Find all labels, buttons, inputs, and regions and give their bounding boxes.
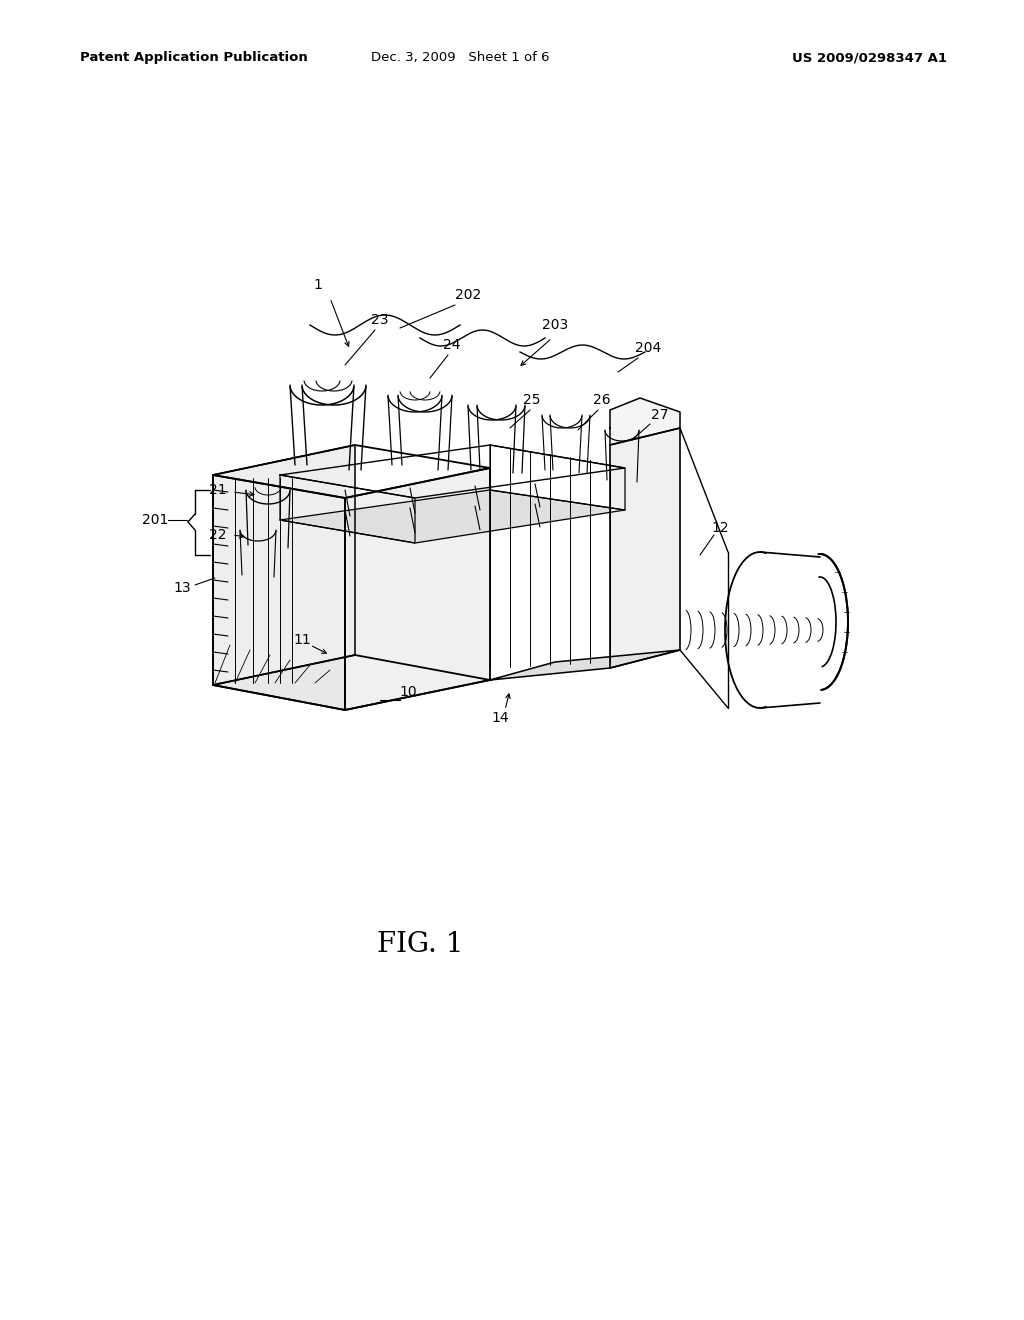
Polygon shape bbox=[345, 469, 490, 710]
Text: 26: 26 bbox=[593, 393, 610, 407]
Text: 12: 12 bbox=[712, 521, 729, 535]
Polygon shape bbox=[490, 649, 680, 680]
Text: 13: 13 bbox=[173, 581, 190, 595]
Polygon shape bbox=[213, 655, 490, 710]
Text: 201: 201 bbox=[141, 513, 168, 527]
Text: FIG. 1: FIG. 1 bbox=[377, 932, 463, 958]
Text: 1: 1 bbox=[313, 279, 323, 292]
Text: 203: 203 bbox=[542, 318, 568, 333]
Text: 23: 23 bbox=[372, 313, 389, 327]
Text: 10: 10 bbox=[399, 685, 417, 700]
Text: 22: 22 bbox=[209, 528, 226, 543]
Text: 24: 24 bbox=[443, 338, 461, 352]
Text: 27: 27 bbox=[651, 408, 669, 422]
Polygon shape bbox=[213, 445, 355, 685]
Polygon shape bbox=[213, 445, 490, 498]
Text: 25: 25 bbox=[523, 393, 541, 407]
Polygon shape bbox=[213, 475, 345, 710]
Text: Dec. 3, 2009   Sheet 1 of 6: Dec. 3, 2009 Sheet 1 of 6 bbox=[371, 51, 549, 65]
Text: Patent Application Publication: Patent Application Publication bbox=[80, 51, 308, 65]
Polygon shape bbox=[280, 490, 625, 543]
Text: US 2009/0298347 A1: US 2009/0298347 A1 bbox=[793, 51, 947, 65]
Text: 14: 14 bbox=[492, 711, 509, 725]
Text: 21: 21 bbox=[209, 483, 226, 498]
Polygon shape bbox=[610, 399, 680, 445]
Text: 204: 204 bbox=[635, 341, 662, 355]
Text: 11: 11 bbox=[293, 634, 311, 647]
Polygon shape bbox=[610, 428, 680, 668]
Text: 202: 202 bbox=[455, 288, 481, 302]
